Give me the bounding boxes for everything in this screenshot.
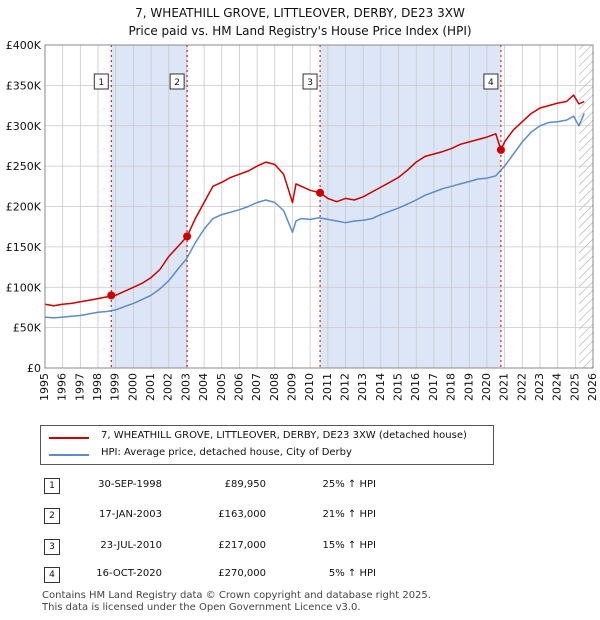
transaction-number: 1	[44, 478, 60, 494]
sale-number-box	[302, 73, 318, 90]
x-tick-label: 2004	[197, 373, 210, 401]
transaction-hpi-diff: 15% ↑ HPI	[322, 540, 376, 551]
legend-swatch-blue	[49, 454, 89, 456]
y-tick-label: £200K	[6, 201, 42, 214]
x-tick-label: 1995	[38, 373, 51, 401]
sale-number-label: 1	[98, 78, 104, 88]
x-tick-label: 1998	[91, 373, 104, 401]
legend-label-hpi: HPI: Average price, detached house, City…	[101, 447, 352, 458]
transaction-row: 1 30-SEP-1998 £89,950 25% ↑ HPI	[0, 478, 600, 498]
sale-point	[107, 291, 116, 300]
x-tick-label: 2007	[250, 373, 263, 401]
transaction-hpi-diff: 25% ↑ HPI	[322, 479, 376, 490]
transaction-row: 3 23-JUL-2010 £217,000 15% ↑ HPI	[0, 539, 600, 559]
price-chart: 1 2 3 4 £0 £50K £100K £150K £200K £250K £300K £350…	[6, 39, 599, 401]
footer-copyright: Contains HM Land Registry data © Crown c…	[42, 590, 431, 601]
x-tick-label: 1997	[73, 373, 86, 401]
sale-point	[183, 232, 192, 241]
chart-title: 7, WHEATHILL GROVE, LITTLEOVER, DERBY, D…	[135, 6, 465, 20]
x-tick-label: 2023	[533, 373, 546, 401]
x-tick-label: 2026	[586, 373, 599, 401]
x-tick-label: 2013	[356, 373, 369, 401]
y-tick-label: £400K	[6, 39, 42, 52]
x-tick-label: 2025	[568, 373, 581, 401]
x-tick-label: 2009	[285, 373, 298, 401]
x-tick-label: 2018	[445, 373, 458, 401]
transaction-price: £163,000	[218, 509, 266, 520]
y-tick-label: £0	[27, 362, 41, 375]
x-tick-label: 2001	[144, 373, 157, 401]
transaction-date: 30-SEP-1998	[98, 479, 162, 490]
x-tick-label: 1999	[109, 373, 122, 401]
chart-subtitle: Price paid vs. HM Land Registry's House …	[128, 24, 472, 38]
x-tick-label: 2002	[162, 373, 175, 401]
transaction-number: 2	[44, 508, 60, 524]
x-tick-label: 2000	[126, 373, 139, 401]
x-tick-label: 2012	[339, 373, 352, 401]
sale-point	[496, 145, 505, 154]
x-tick-label: 2006	[232, 373, 245, 401]
plot-frame	[44, 44, 594, 369]
y-tick-label: £300K	[6, 120, 42, 133]
legend-swatch-red	[49, 437, 89, 439]
transaction-number: 4	[44, 567, 60, 583]
legend-label-property: 7, WHEATHILL GROVE, LITTLEOVER, DERBY, D…	[101, 430, 467, 441]
transaction-price: £217,000	[218, 540, 266, 551]
chart-legend: 7, WHEATHILL GROVE, LITTLEOVER, DERBY, D…	[40, 425, 494, 465]
x-tick-label: 2022	[515, 373, 528, 401]
sale-number-label: 3	[307, 78, 313, 88]
transaction-row: 2 17-JAN-2003 £163,000 21% ↑ HPI	[0, 508, 600, 528]
x-tick-label: 1996	[56, 373, 69, 401]
sale-number-box	[169, 73, 185, 90]
transaction-date: 23-JUL-2010	[100, 540, 162, 551]
x-tick-label: 2010	[303, 373, 316, 401]
x-tick-label: 2017	[427, 373, 440, 401]
footer-license: This data is licensed under the Open Gov…	[42, 602, 361, 613]
x-tick-label: 2016	[409, 373, 422, 401]
sale-point	[316, 188, 325, 197]
transaction-row: 4 16-OCT-2020 £270,000 5% ↑ HPI	[0, 567, 600, 587]
transaction-date: 17-JAN-2003	[98, 509, 162, 520]
y-tick-label: £50K	[13, 322, 42, 335]
transaction-number: 3	[44, 539, 60, 555]
y-tick-label: £250K	[6, 160, 42, 173]
x-tick-label: 2015	[392, 373, 405, 401]
sale-number-box	[93, 73, 109, 90]
x-tick-label: 2014	[374, 373, 387, 401]
transaction-hpi-diff: 5% ↑ HPI	[328, 568, 376, 579]
y-tick-label: £100K	[6, 281, 42, 294]
sale-number-label: 4	[488, 78, 494, 88]
x-tick-label: 2024	[551, 373, 564, 401]
y-tick-label: £150K	[6, 241, 42, 254]
x-tick-label: 2011	[321, 373, 334, 401]
transaction-price: £89,950	[224, 479, 266, 490]
x-tick-label: 2020	[480, 373, 493, 401]
hpi-series-line	[44, 113, 585, 319]
x-tick-label: 2019	[462, 373, 475, 401]
sale-number-box	[483, 73, 499, 90]
x-tick-label: 2003	[179, 373, 192, 401]
x-tick-label: 2005	[215, 373, 228, 401]
x-tick-label: 2021	[498, 373, 511, 401]
transaction-price: £270,000	[218, 568, 266, 579]
transaction-hpi-diff: 21% ↑ HPI	[322, 509, 376, 520]
x-tick-label: 2008	[268, 373, 281, 401]
y-tick-label: £350K	[6, 79, 42, 92]
sale-number-label: 2	[174, 78, 180, 88]
transaction-date: 16-OCT-2020	[96, 568, 162, 579]
